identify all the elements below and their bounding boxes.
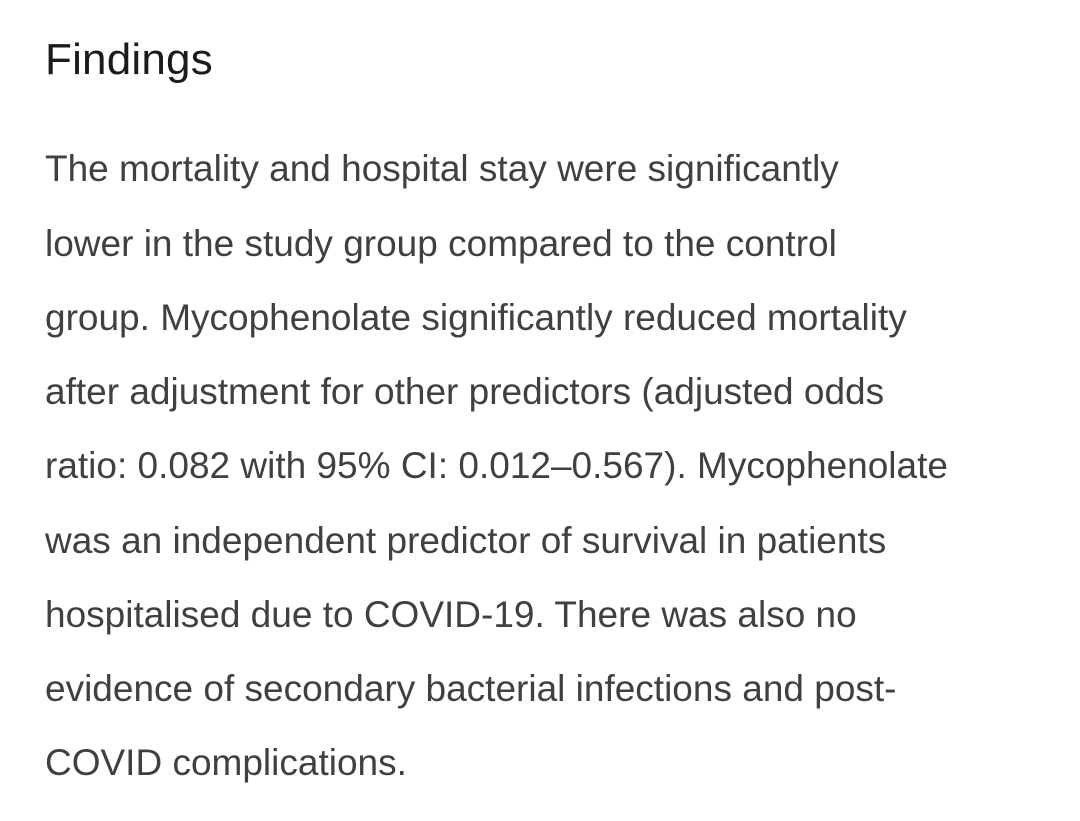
paragraph-line: The mortality and hospital stay were sig… bbox=[45, 148, 839, 189]
paragraph-line: after adjustment for other predictors (a… bbox=[45, 371, 885, 412]
paragraph-line: was an independent predictor of survival… bbox=[45, 520, 887, 561]
paragraph-line: COVID complications. bbox=[45, 742, 407, 783]
paragraph-line: hospitalised due to COVID-19. There was … bbox=[45, 594, 857, 635]
paragraph-line: ratio: 0.082 with 95% CI: 0.012–0.567). … bbox=[45, 445, 948, 486]
paragraph-line: group. Mycophenolate significantly reduc… bbox=[45, 297, 907, 338]
paragraph-line: lower in the study group compared to the… bbox=[45, 223, 837, 264]
paragraph-line: evidence of secondary bacterial infectio… bbox=[45, 668, 897, 709]
section-title: Findings bbox=[45, 35, 213, 84]
